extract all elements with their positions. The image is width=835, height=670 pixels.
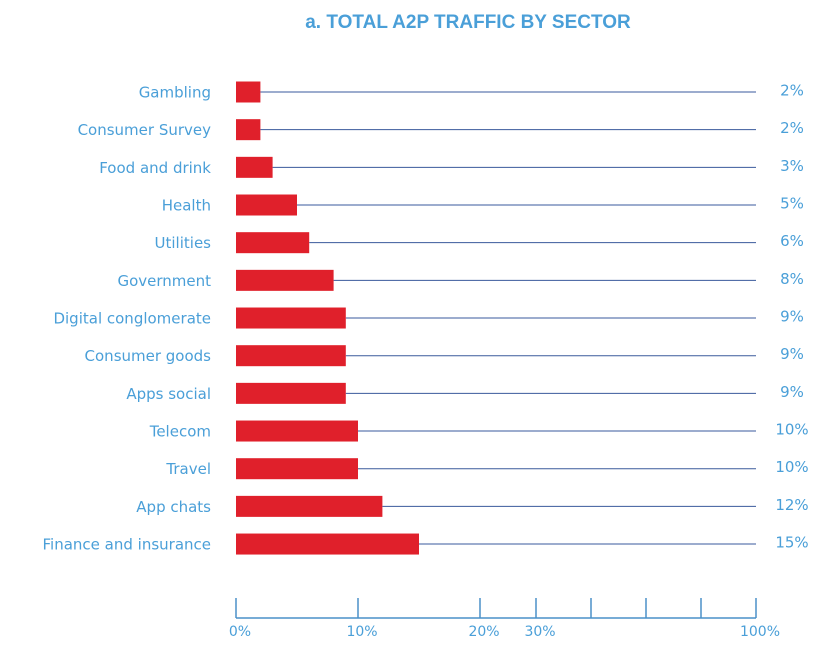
x-tick-label: 10% bbox=[346, 624, 377, 640]
bar bbox=[236, 495, 383, 517]
y-tick-label: Utilities bbox=[155, 234, 212, 252]
value-label: 9% bbox=[780, 383, 804, 401]
y-tick-label: Finance and insurance bbox=[43, 536, 211, 554]
bar bbox=[236, 420, 358, 442]
bar bbox=[236, 533, 419, 555]
bar bbox=[236, 458, 358, 480]
y-tick-label: Digital conglomerate bbox=[53, 310, 211, 328]
y-tick-label: Travel bbox=[165, 460, 211, 478]
y-tick-label: Health bbox=[162, 197, 211, 215]
bar bbox=[236, 269, 334, 291]
bar bbox=[236, 156, 273, 178]
value-label: 12% bbox=[775, 496, 808, 514]
value-label: 10% bbox=[775, 421, 808, 439]
y-tick-label: Government bbox=[117, 272, 211, 290]
y-tick-label: Food and drink bbox=[99, 159, 211, 177]
x-tick-label: 0% bbox=[229, 624, 251, 640]
value-label: 9% bbox=[780, 345, 804, 363]
y-tick-label: App chats bbox=[136, 498, 211, 516]
value-label: 10% bbox=[775, 458, 808, 476]
y-tick-label: Consumer goods bbox=[85, 347, 212, 365]
x-tick-label: 20% bbox=[468, 624, 499, 640]
value-label: 8% bbox=[780, 270, 804, 288]
value-label: 9% bbox=[780, 308, 804, 326]
y-tick-label: Gambling bbox=[139, 84, 211, 102]
bar bbox=[236, 307, 346, 329]
bar bbox=[236, 232, 310, 254]
x-tick-label: 30% bbox=[524, 624, 555, 640]
bar bbox=[236, 194, 297, 216]
y-tick-label: Consumer Survey bbox=[78, 121, 212, 139]
bar bbox=[236, 345, 346, 367]
bar bbox=[236, 382, 346, 404]
x-tick-label: 100% bbox=[740, 624, 780, 640]
value-label: 2% bbox=[780, 82, 804, 100]
y-tick-label: Apps social bbox=[126, 385, 211, 403]
value-label: 15% bbox=[775, 534, 808, 552]
y-tick-label: Telecom bbox=[149, 423, 211, 441]
bar bbox=[236, 119, 261, 141]
value-label: 3% bbox=[780, 157, 804, 175]
value-label: 5% bbox=[780, 195, 804, 213]
value-label: 2% bbox=[780, 119, 804, 137]
chart-title: a. TOTAL A2P TRAFFIC BY SECTOR bbox=[305, 12, 631, 33]
value-label: 6% bbox=[780, 232, 804, 250]
bar bbox=[236, 81, 261, 103]
